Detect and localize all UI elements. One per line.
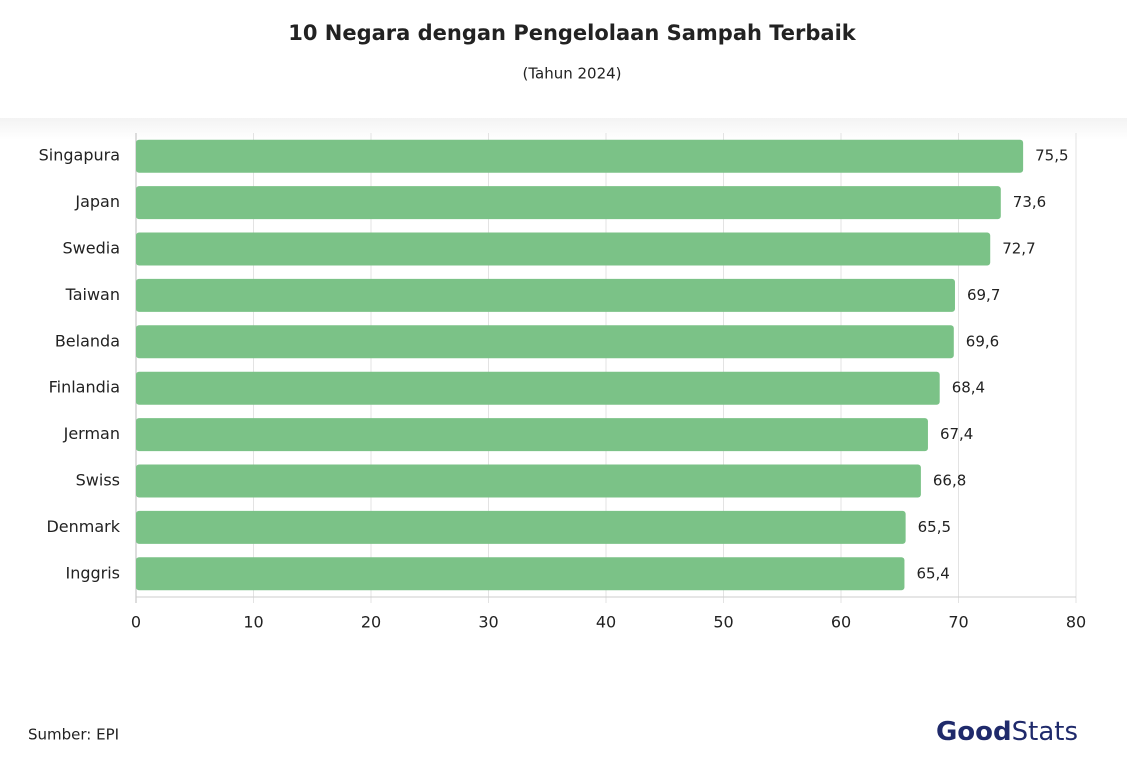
y-tick-label: Finlandia: [49, 378, 120, 397]
y-tick-label: Swiss: [76, 471, 120, 490]
y-tick-label: Taiwan: [65, 285, 120, 304]
bar: [136, 510, 906, 544]
value-label: 68,4: [952, 379, 985, 397]
value-label: 72,7: [1002, 240, 1035, 258]
source: Sumber: EPI: [28, 726, 119, 744]
logo-good: Good: [936, 717, 1012, 747]
bar: [136, 278, 955, 312]
chart-subtitle: (Tahun 2024): [522, 65, 621, 83]
y-tick-label: Denmark: [46, 517, 120, 536]
bar: [136, 139, 1024, 173]
x-tick-label: 50: [713, 613, 733, 632]
value-label: 73,6: [1013, 193, 1046, 211]
x-tick-label: 20: [361, 613, 381, 632]
logo: GoodStats: [936, 717, 1078, 747]
x-tick-label: 0: [131, 613, 141, 632]
header-shade: [0, 118, 1127, 140]
value-label: 69,6: [966, 332, 999, 350]
value-label: 67,4: [940, 425, 973, 443]
bar: [136, 418, 928, 452]
y-tick-label: Belanda: [55, 331, 120, 350]
value-label: 69,7: [967, 286, 1000, 304]
y-tick-label: Swedia: [63, 239, 121, 258]
x-tick-label: 80: [1066, 613, 1086, 632]
value-label: 65,5: [918, 518, 951, 536]
x-tick-label: 60: [831, 613, 851, 632]
value-label: 66,8: [933, 472, 966, 490]
y-tick-label: Inggris: [65, 563, 120, 582]
y-tick-label: Japan: [74, 192, 120, 211]
bar: [136, 464, 921, 498]
bar: [136, 557, 905, 591]
bar: [136, 325, 954, 359]
chart-title: 10 Negara dengan Pengelolaan Sampah Terb…: [288, 21, 857, 45]
bar: [136, 371, 940, 405]
y-tick-label: Singapura: [39, 146, 120, 165]
logo-stats: Stats: [1012, 717, 1078, 747]
value-label: 65,4: [916, 564, 949, 582]
x-tick-label: 10: [243, 613, 263, 632]
bar: [136, 186, 1001, 220]
bar: [136, 232, 991, 266]
value-label: 75,5: [1035, 147, 1068, 165]
x-tick-label: 70: [948, 613, 968, 632]
x-tick-label: 40: [596, 613, 616, 632]
y-tick-label: Jerman: [63, 424, 120, 443]
x-tick-label: 30: [478, 613, 498, 632]
